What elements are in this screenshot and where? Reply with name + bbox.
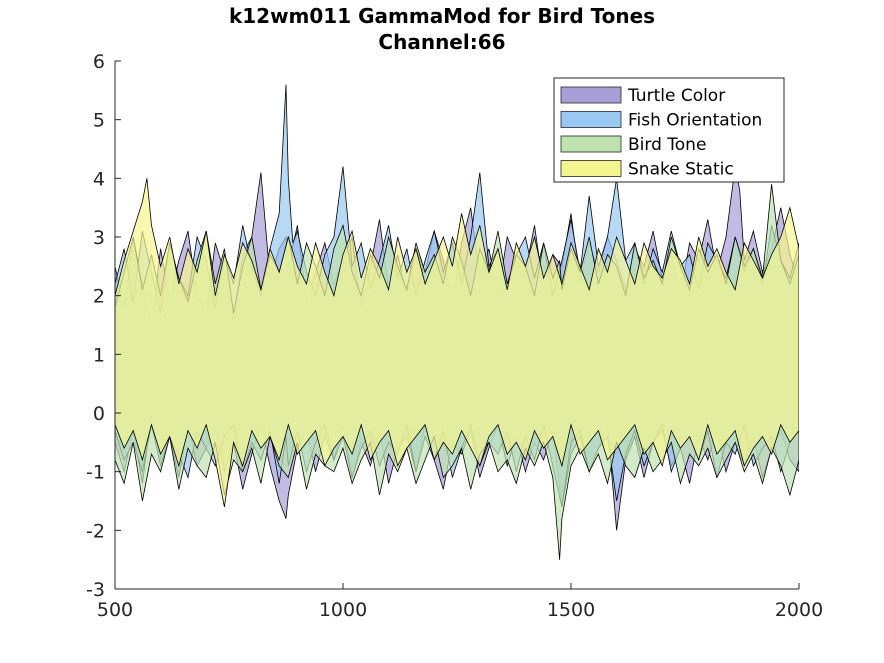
y-tick-label: -3	[86, 579, 105, 601]
legend-label: Bird Tone	[628, 135, 706, 155]
x-tick-label: 1000	[319, 599, 367, 621]
legend-swatch	[560, 160, 622, 177]
y-tick-label: 0	[93, 403, 105, 425]
y-tick-label: 6	[93, 51, 105, 73]
x-tick-label: 2000	[775, 599, 823, 621]
x-tick-label: 500	[97, 599, 133, 621]
y-tick-label: -2	[86, 520, 105, 542]
legend-label: Snake Static	[628, 160, 734, 180]
legend-label: Fish Orientation	[628, 111, 762, 131]
chart-title: k12wm011 GammaMod for Bird Tones	[228, 4, 656, 28]
legend-label: Turtle Color	[627, 86, 725, 106]
y-tick-label: -1	[86, 462, 105, 484]
series-area-4	[115, 178, 799, 507]
legend-swatch	[560, 86, 622, 104]
legend-swatch	[560, 135, 622, 153]
y-tick-label: 4	[93, 168, 105, 190]
y-tick-label: 1	[93, 344, 105, 366]
legend-swatch	[560, 111, 622, 128]
series-layer	[115, 84, 799, 560]
y-tick-label: 3	[93, 227, 105, 249]
y-tick-label: 5	[93, 110, 105, 132]
legend: Turtle Color Fish Orientation Bird Tone Sna…	[553, 77, 785, 183]
chart-subtitle: Channel:66	[378, 30, 506, 54]
x-tick-label: 1500	[547, 599, 595, 621]
y-tick-label: 2	[93, 286, 105, 308]
